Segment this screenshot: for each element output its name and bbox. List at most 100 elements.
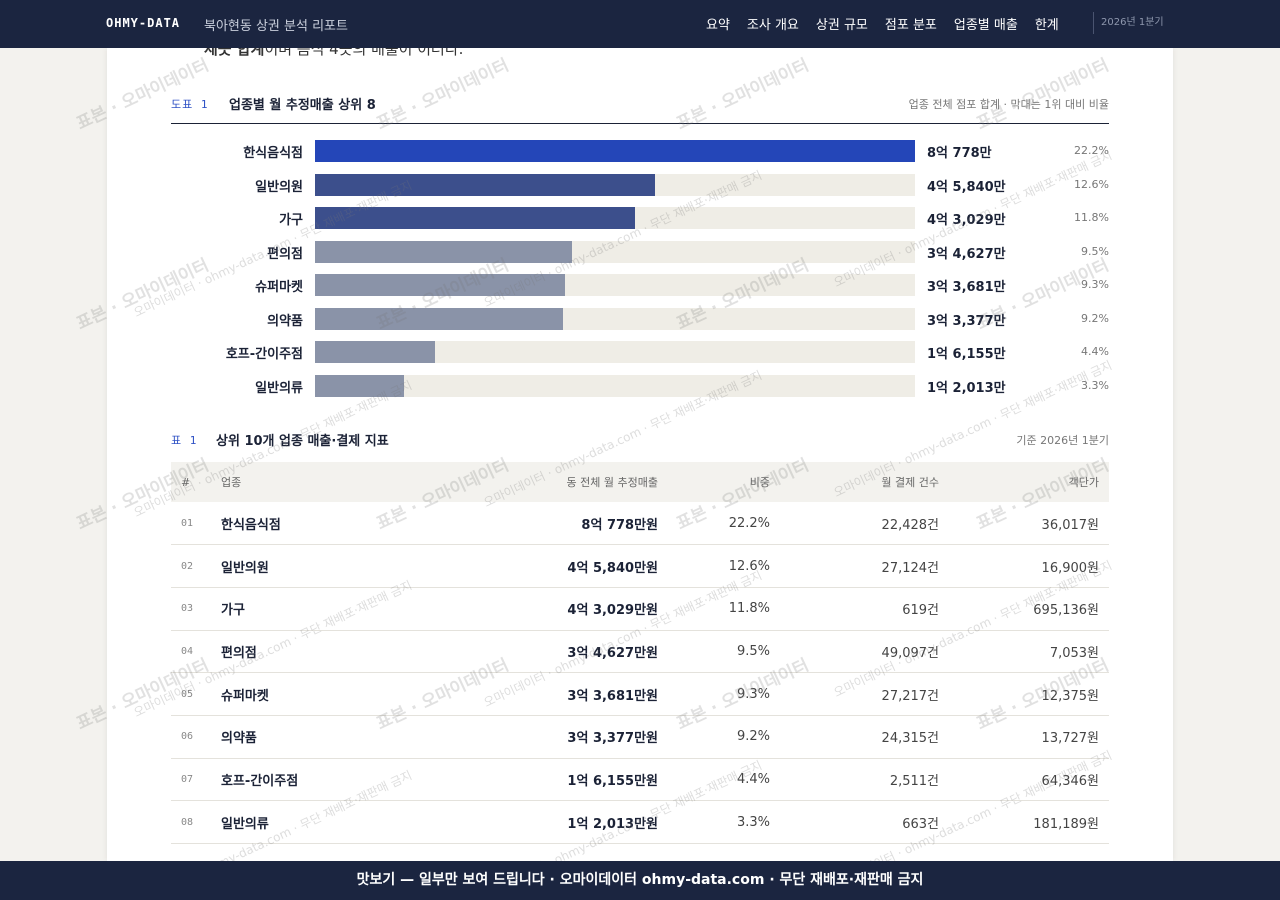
table1-tag: 표 1 xyxy=(171,434,198,447)
table-row: 03 가구 4억 3,029만원 11.8% 619건 695,136원 xyxy=(171,587,1109,631)
bar-value-label: 3억 3,377만 xyxy=(927,313,1006,329)
row-share: 9.5% xyxy=(668,630,780,674)
row-share: 22.2% xyxy=(668,502,780,546)
bar-value-label: 3억 4,627만 xyxy=(927,246,1006,262)
row-industry: 호프-간이주점 xyxy=(211,758,371,802)
bar xyxy=(315,307,563,330)
bar xyxy=(315,341,435,363)
row-industry: 한식음식점 xyxy=(211,502,371,546)
bar-track xyxy=(315,374,915,397)
row-revenue: 1억 2,013만원 xyxy=(371,800,668,844)
row-avg-ticket: 13,727원 xyxy=(949,715,1109,759)
table1-note: 기준 2026년 1분기 xyxy=(1016,434,1109,447)
nav-market-size[interactable]: 상권 규모 xyxy=(815,18,868,33)
row-transactions: 49,097건 xyxy=(780,630,949,674)
table-row: 05 슈퍼마켓 3억 3,681만원 9.3% 27,217건 12,375원 xyxy=(171,672,1109,716)
bar-track xyxy=(315,240,915,263)
bar-share-label: 9.3% xyxy=(1081,278,1109,291)
row-avg-ticket: 7,053원 xyxy=(949,630,1109,674)
table-row: 04 편의점 3억 4,627만원 9.5% 49,097건 7,053원 xyxy=(171,630,1109,674)
bar-label: 편의점 xyxy=(267,246,303,262)
bar-label: 의약품 xyxy=(267,313,303,329)
bar-row: 일반의원 4억 5,840만 12.6% xyxy=(171,173,1109,196)
nav-overview[interactable]: 조사 개요 xyxy=(746,18,799,33)
table-row: 06 의약품 3억 3,377만원 9.2% 24,315건 13,727원 xyxy=(171,715,1109,759)
row-share: 9.3% xyxy=(668,672,780,716)
bar-label: 호프-간이주점 xyxy=(225,347,303,362)
bar-track xyxy=(315,274,915,296)
figure1-header: 도표 1 업종별 월 추정매출 상위 8 업종 전체 점포 합계 · 막대는 1… xyxy=(171,96,1109,124)
row-avg-ticket: 16,900원 xyxy=(949,544,1109,588)
col-transactions: 월 결제 건수 xyxy=(780,462,949,502)
section-nav: 요약 조사 개요 상권 규모 점포 분포 업종별 매출 한계 xyxy=(706,14,1076,33)
bar-share-label: 12.6% xyxy=(1074,177,1109,191)
row-transactions: 24,315건 xyxy=(780,715,949,759)
nav-summary[interactable]: 요약 xyxy=(706,18,730,33)
row-index: 08 xyxy=(171,800,211,844)
bar-value-label: 3억 3,681만 xyxy=(927,280,1006,295)
bar xyxy=(315,207,635,229)
intro-rest: 이며 음식 4곳의 매출이 이러다. xyxy=(264,48,464,58)
row-revenue: 3억 3,377만원 xyxy=(371,715,668,759)
table-row: 02 일반의원 4억 5,840만원 12.6% 27,124건 16,900원 xyxy=(171,544,1109,588)
col-revenue: 동 전체 월 추정매출 xyxy=(371,462,668,502)
row-avg-ticket: 181,189원 xyxy=(949,800,1109,844)
row-index: 02 xyxy=(171,544,211,588)
row-industry: 일반의류 xyxy=(211,800,371,844)
report-page: 세곳 합계이며 음식 4곳의 매출이 이러다. 도표 1 업종별 월 추정매출 … xyxy=(107,48,1173,861)
row-transactions: 22,428건 xyxy=(780,502,949,546)
nav-sales-by-industry[interactable]: 업종별 매출 xyxy=(953,18,1018,33)
row-transactions: 2,511건 xyxy=(780,758,949,802)
col-avg-ticket: 객단가 xyxy=(949,462,1109,502)
bar-share-label: 9.2% xyxy=(1081,311,1109,325)
nav-store-distribution[interactable]: 점포 분포 xyxy=(884,18,937,33)
row-revenue: 3억 3,681만원 xyxy=(371,672,668,716)
table-header-row: # 업종 동 전체 월 추정매출 비중 월 결제 건수 객단가 xyxy=(171,462,1109,502)
bar-row: 슈퍼마켓 3억 3,681만 9.3% xyxy=(171,274,1109,296)
sales-bar-chart: 한식음식점 8억 778만 22.2% 일반의원 4억 5,840만 12.6% 가구 4억 … xyxy=(171,140,1109,410)
table1-title: 상위 10개 업종 매출·결제 지표 xyxy=(216,434,389,449)
bar-track xyxy=(315,341,915,363)
row-avg-ticket: 64,346원 xyxy=(949,758,1109,802)
bar xyxy=(315,173,656,196)
row-transactions: 27,217건 xyxy=(780,672,949,716)
report-title: 북아현동 상권 분석 리포트 xyxy=(204,19,348,34)
bar-row: 의약품 3억 3,377만 9.2% xyxy=(171,307,1109,330)
row-revenue: 1억 6,155만원 xyxy=(371,758,668,802)
figure1-note: 업종 전체 점포 합계 · 막대는 1위 대비 비율 xyxy=(908,98,1109,111)
bar-track xyxy=(315,173,915,196)
intro-bold: 세곳 합계 xyxy=(204,48,265,58)
col-industry: 업종 xyxy=(211,462,371,502)
preview-banner: 맛보기 — 일부만 보여 드립니다 · 오마이데이터 ohmy-data.com… xyxy=(0,861,1280,900)
bar-row: 일반의류 1억 2,013만 3.3% xyxy=(171,374,1109,397)
nav-limitations[interactable]: 한계 xyxy=(1034,18,1059,33)
top-navbar: OHMY-DATA 북아현동 상권 분석 리포트 요약 조사 개요 상권 규모 … xyxy=(0,0,1280,48)
row-index: 04 xyxy=(171,630,211,674)
bar xyxy=(315,274,566,296)
bar xyxy=(315,240,573,263)
bar-label: 가구 xyxy=(279,213,303,228)
row-transactions: 27,124건 xyxy=(780,544,949,588)
table-row: 07 호프-간이주점 1억 6,155만원 4.4% 2,511건 64,346원 xyxy=(171,758,1109,802)
bar-value-label: 8억 778만 xyxy=(927,146,992,161)
row-index: 03 xyxy=(171,587,211,631)
bar-share-label: 22.2% xyxy=(1074,144,1109,157)
bar-value-label: 4억 3,029만 xyxy=(927,213,1006,228)
bar-label: 일반의원 xyxy=(255,179,303,195)
bar-row: 가구 4억 3,029만 11.8% xyxy=(171,207,1109,229)
bar-label: 슈퍼마켓 xyxy=(255,280,303,295)
row-index: 06 xyxy=(171,715,211,759)
bar-value-label: 1억 6,155만 xyxy=(927,347,1006,362)
figure1-tag: 도표 1 xyxy=(171,98,209,111)
row-revenue: 4억 5,840만원 xyxy=(371,544,668,588)
bar-value-label: 4억 5,840만 xyxy=(927,179,1006,195)
row-share: 9.2% xyxy=(668,715,780,759)
period-label: 2026년 1분기 xyxy=(1093,12,1180,34)
row-revenue: 8억 778만원 xyxy=(371,502,668,546)
row-transactions: 663건 xyxy=(780,800,949,844)
intro-paragraph-fragment: 세곳 합계이며 음식 4곳의 매출이 이러다. xyxy=(204,48,463,59)
row-avg-ticket: 695,136원 xyxy=(949,587,1109,631)
col-share: 비중 xyxy=(668,462,780,502)
col-index: # xyxy=(171,462,211,502)
brand-logo[interactable]: OHMY-DATA xyxy=(106,16,181,30)
